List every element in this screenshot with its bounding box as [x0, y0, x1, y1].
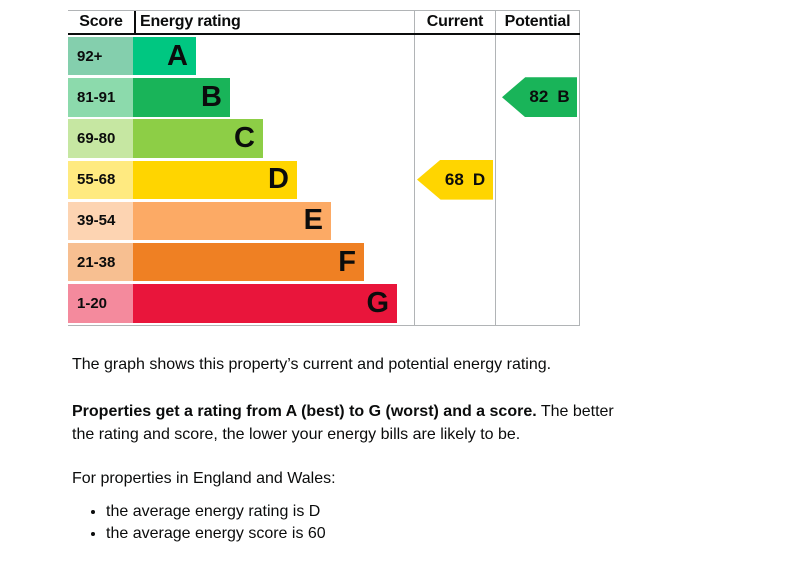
list-item-average-rating: the average energy rating is D — [106, 501, 632, 523]
rating-bands: 92+ A 81-91 B 69-80 C 55-68 D 39-54 E 21… — [68, 37, 397, 323]
rating-bar: F — [133, 242, 364, 282]
rating-explanation-lead: Properties get a rating from A (best) to… — [72, 403, 537, 420]
graph-description: The graph shows this property’s current … — [72, 356, 552, 373]
rating-bar: D — [133, 160, 297, 199]
potential-band: B — [557, 87, 570, 107]
rating-bar: A — [133, 37, 196, 76]
rating-bar: G — [133, 284, 397, 323]
rating-bar: C — [133, 119, 263, 158]
chart-bottom-border — [68, 325, 580, 326]
potential-score: 82 — [529, 87, 549, 107]
potential-column-divider — [495, 10, 496, 326]
band-row-f: 21-38 F — [68, 242, 397, 282]
score-cell: 21-38 — [68, 242, 133, 282]
header-divider — [134, 11, 136, 33]
energy-rating-chart: Score Energy rating Current Potential 92… — [68, 10, 580, 326]
current-band: D — [472, 169, 486, 189]
rating-bar: B — [133, 78, 230, 117]
score-cell: 81-91 — [68, 78, 133, 117]
band-row-a: 92+ A — [68, 37, 397, 76]
current-column-divider — [414, 10, 415, 326]
score-column-header: Score — [79, 13, 123, 30]
score-cell: 92+ — [68, 37, 133, 76]
rating-explanation: Properties get a rating from A (best) to… — [72, 400, 632, 446]
current-column-header: Current — [426, 13, 484, 30]
band-row-g: 1-20 G — [68, 284, 397, 323]
rating-bar: E — [133, 201, 331, 241]
score-cell: 69-80 — [68, 119, 133, 158]
band-row-c: 69-80 C — [68, 119, 397, 158]
rating-explanation-line2: the rating and score, the lower your ene… — [72, 426, 521, 443]
band-row-e: 39-54 E — [68, 201, 397, 241]
energy-rating-column-header: Energy rating — [140, 13, 241, 30]
band-row-d: 55-68 D — [68, 160, 397, 199]
rating-explanation-rest: The better — [536, 403, 614, 420]
current-rating-arrow: 68 D — [417, 159, 493, 200]
averages-list: the average energy rating is D the avera… — [72, 501, 632, 545]
potential-column-header: Potential — [504, 13, 571, 30]
band-row-b: 81-91 B — [68, 78, 397, 117]
header-underline — [68, 33, 580, 35]
chart-right-border — [579, 10, 580, 326]
score-cell: 55-68 — [68, 160, 133, 199]
england-wales-intro: For properties in England and Wales: — [72, 470, 336, 487]
chart-top-border — [68, 10, 580, 11]
score-cell: 1-20 — [68, 284, 133, 323]
current-score: 68 — [444, 169, 464, 189]
list-item-average-score: the average energy score is 60 — [106, 523, 632, 545]
potential-rating-arrow: 82 B — [502, 77, 577, 118]
chart-header: Score Energy rating Current Potential — [68, 11, 580, 33]
score-cell: 39-54 — [68, 201, 133, 241]
